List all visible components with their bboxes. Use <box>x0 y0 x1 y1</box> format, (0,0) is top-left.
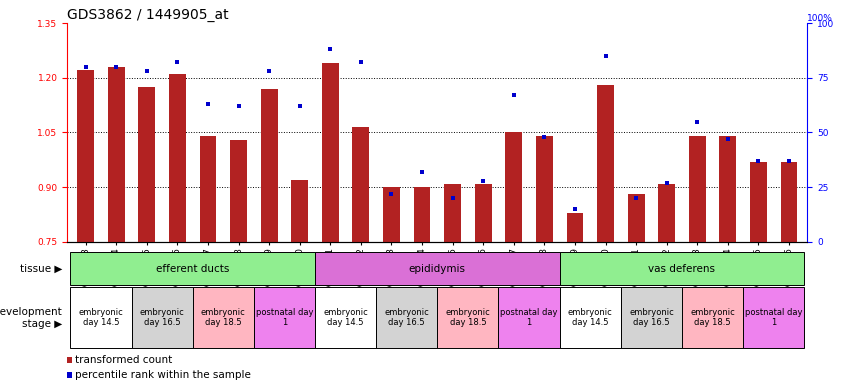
Bar <box>71 287 131 348</box>
Bar <box>719 136 736 242</box>
Bar <box>536 136 553 242</box>
Bar <box>199 136 216 242</box>
Bar <box>559 252 804 285</box>
Bar <box>499 287 559 348</box>
Text: postnatal day
1: postnatal day 1 <box>500 308 558 328</box>
Bar <box>567 213 584 242</box>
Bar <box>131 287 193 348</box>
Bar <box>291 180 308 242</box>
Bar <box>689 136 706 242</box>
Bar <box>780 162 797 242</box>
Bar <box>475 184 492 242</box>
Bar <box>315 287 376 348</box>
Text: efferent ducts: efferent ducts <box>156 264 230 274</box>
Text: percentile rank within the sample: percentile rank within the sample <box>76 370 251 380</box>
Bar <box>322 63 339 242</box>
Text: 100%: 100% <box>807 14 833 23</box>
Bar <box>505 132 522 242</box>
Text: embryonic
day 16.5: embryonic day 16.5 <box>140 308 184 328</box>
Bar <box>621 287 682 348</box>
Text: embryonic
day 16.5: embryonic day 16.5 <box>384 308 429 328</box>
Text: embryonic
day 14.5: embryonic day 14.5 <box>568 308 612 328</box>
Bar <box>230 140 247 242</box>
Bar <box>750 162 767 242</box>
Bar <box>352 127 369 242</box>
Text: tissue ▶: tissue ▶ <box>19 264 62 274</box>
Bar <box>627 195 644 242</box>
Bar <box>743 287 804 348</box>
Text: embryonic
day 14.5: embryonic day 14.5 <box>78 308 124 328</box>
Bar <box>193 287 254 348</box>
Bar <box>682 287 743 348</box>
Bar <box>597 85 614 242</box>
Bar <box>71 252 315 285</box>
Bar <box>376 287 437 348</box>
Bar <box>315 252 559 285</box>
Bar <box>444 184 461 242</box>
Bar <box>414 187 431 242</box>
Text: development
stage ▶: development stage ▶ <box>0 307 62 329</box>
Bar <box>559 287 621 348</box>
Text: embryonic
day 18.5: embryonic day 18.5 <box>201 308 246 328</box>
Bar <box>139 87 156 242</box>
Text: embryonic
day 18.5: embryonic day 18.5 <box>690 308 735 328</box>
Bar <box>169 74 186 242</box>
Text: embryonic
day 14.5: embryonic day 14.5 <box>323 308 368 328</box>
Bar <box>261 89 278 242</box>
Bar <box>659 184 675 242</box>
Text: GDS3862 / 1449905_at: GDS3862 / 1449905_at <box>67 8 229 22</box>
Text: postnatal day
1: postnatal day 1 <box>256 308 313 328</box>
Text: transformed count: transformed count <box>76 355 172 365</box>
Bar <box>254 287 315 348</box>
Text: epididymis: epididymis <box>409 264 466 274</box>
Bar <box>383 187 399 242</box>
Bar <box>77 71 94 242</box>
Text: embryonic
day 18.5: embryonic day 18.5 <box>446 308 490 328</box>
Bar <box>108 67 124 242</box>
Text: postnatal day
1: postnatal day 1 <box>745 308 802 328</box>
Bar <box>437 287 499 348</box>
Text: vas deferens: vas deferens <box>648 264 716 274</box>
Text: embryonic
day 16.5: embryonic day 16.5 <box>629 308 674 328</box>
